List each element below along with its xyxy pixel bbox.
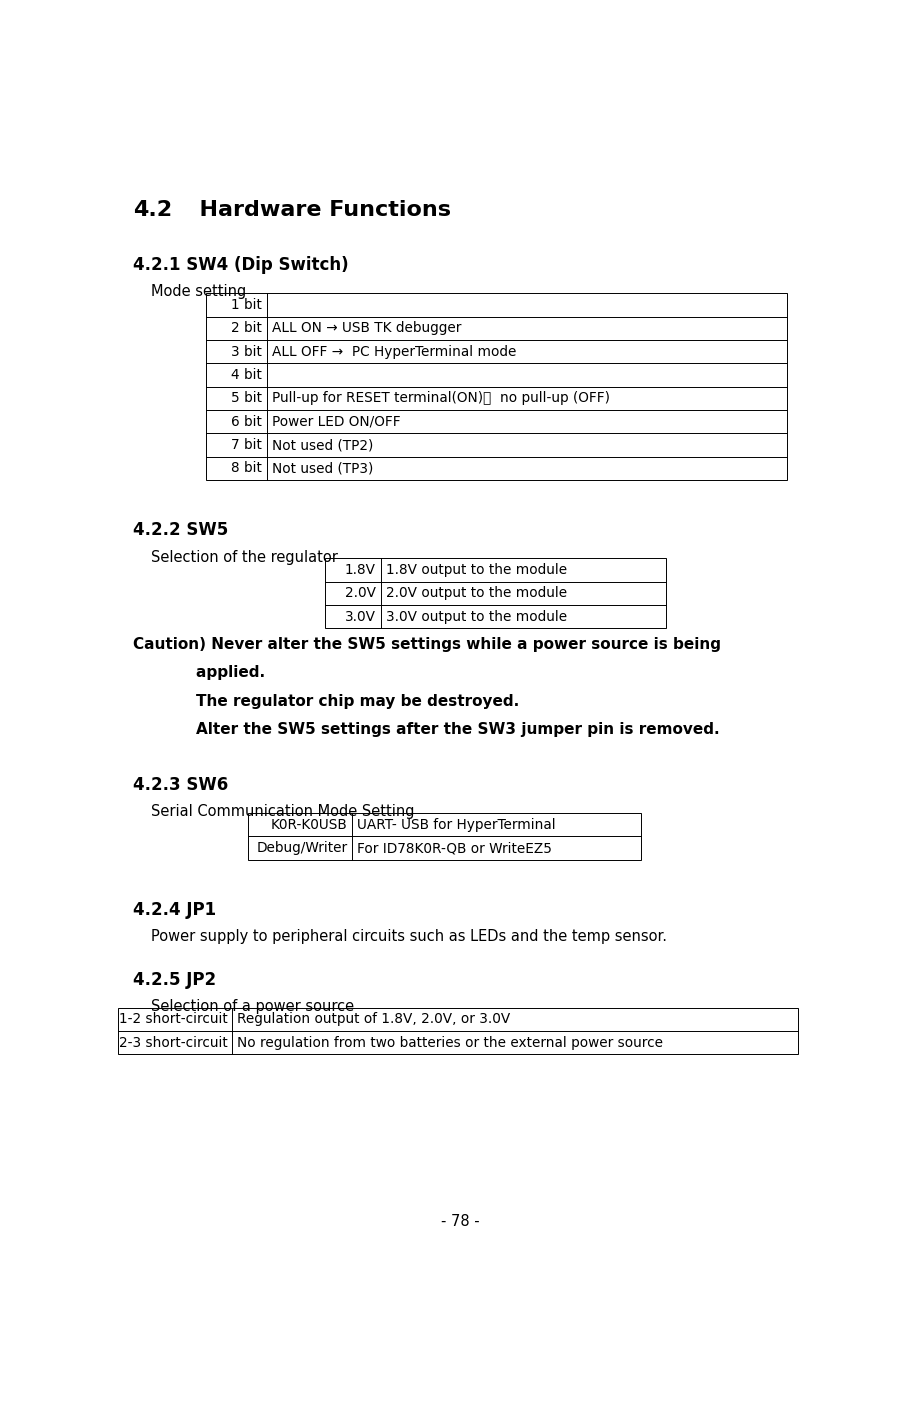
Text: Pull-up for RESET terminal(ON)／  no pull-up (OFF): Pull-up for RESET terminal(ON)／ no pull-… (272, 391, 610, 405)
Text: 1.8V: 1.8V (345, 563, 376, 577)
Text: 4.2.2 SW5: 4.2.2 SW5 (133, 521, 228, 539)
Text: 4.2.1 SW4 (Dip Switch): 4.2.1 SW4 (Dip Switch) (133, 257, 348, 274)
Text: Hardware Functions: Hardware Functions (184, 200, 451, 220)
Bar (207, 293, 788, 480)
Text: 2.0V: 2.0V (345, 587, 376, 600)
Text: Debug/Writer: Debug/Writer (256, 841, 348, 855)
Text: 7 bit: 7 bit (232, 437, 262, 452)
Text: Power supply to peripheral circuits such as LEDs and the temp sensor.: Power supply to peripheral circuits such… (151, 930, 666, 944)
Text: 4.2.5 JP2: 4.2.5 JP2 (133, 971, 216, 989)
Text: Alter the SW5 settings after the SW3 jumper pin is removed.: Alter the SW5 settings after the SW3 jum… (133, 722, 720, 737)
Text: 1-2 short-circuit: 1-2 short-circuit (119, 1012, 227, 1026)
Text: Not used (TP3): Not used (TP3) (272, 461, 374, 476)
Text: 6 bit: 6 bit (232, 415, 262, 429)
Text: Serial Communication Mode Setting: Serial Communication Mode Setting (151, 804, 414, 820)
Text: For ID78K0R-QB or WriteEZ5: For ID78K0R-QB or WriteEZ5 (357, 841, 552, 855)
Text: 1 bit: 1 bit (232, 298, 262, 312)
Text: 5 bit: 5 bit (232, 391, 262, 405)
Text: Regulation output of 1.8V, 2.0V, or 3.0V: Regulation output of 1.8V, 2.0V, or 3.0V (237, 1012, 510, 1026)
Text: 2 bit: 2 bit (232, 322, 262, 336)
Text: Selection of a power source: Selection of a power source (151, 999, 354, 1015)
Text: ALL ON → USB TK debugger: ALL ON → USB TK debugger (272, 322, 462, 336)
Text: K0R-K0USB: K0R-K0USB (270, 818, 348, 831)
Bar (118, 1007, 798, 1054)
Text: 4.2.3 SW6: 4.2.3 SW6 (133, 776, 228, 794)
Text: - 78 -: - 78 - (441, 1213, 480, 1229)
Text: UART- USB for HyperTerminal: UART- USB for HyperTerminal (357, 818, 556, 831)
Text: Not used (TP2): Not used (TP2) (272, 437, 374, 452)
Text: 3.0V output to the module: 3.0V output to the module (385, 610, 567, 624)
Text: 4 bit: 4 bit (232, 368, 262, 382)
Text: Selection of the regulator: Selection of the regulator (151, 550, 338, 564)
Text: No regulation from two batteries or the external power source: No regulation from two batteries or the … (237, 1036, 663, 1050)
Text: Caution) Never alter the SW5 settings while a power source is being: Caution) Never alter the SW5 settings wh… (133, 636, 721, 652)
Text: Mode setting: Mode setting (151, 285, 246, 299)
Bar (324, 559, 665, 628)
Text: 2-3 short-circuit: 2-3 short-circuit (119, 1036, 227, 1050)
Text: 8 bit: 8 bit (232, 461, 262, 476)
Text: 4.2: 4.2 (133, 200, 172, 220)
Text: applied.: applied. (133, 666, 265, 680)
Text: Power LED ON/OFF: Power LED ON/OFF (272, 415, 401, 429)
Text: 1.8V output to the module: 1.8V output to the module (385, 563, 567, 577)
Text: 2.0V output to the module: 2.0V output to the module (385, 587, 567, 600)
Bar (248, 813, 641, 859)
Text: 3.0V: 3.0V (345, 610, 376, 624)
Text: 4.2.4 JP1: 4.2.4 JP1 (133, 902, 216, 919)
Text: 3 bit: 3 bit (232, 344, 262, 358)
Text: ALL OFF →  PC HyperTerminal mode: ALL OFF → PC HyperTerminal mode (272, 344, 516, 358)
Text: The regulator chip may be destroyed.: The regulator chip may be destroyed. (133, 694, 519, 708)
